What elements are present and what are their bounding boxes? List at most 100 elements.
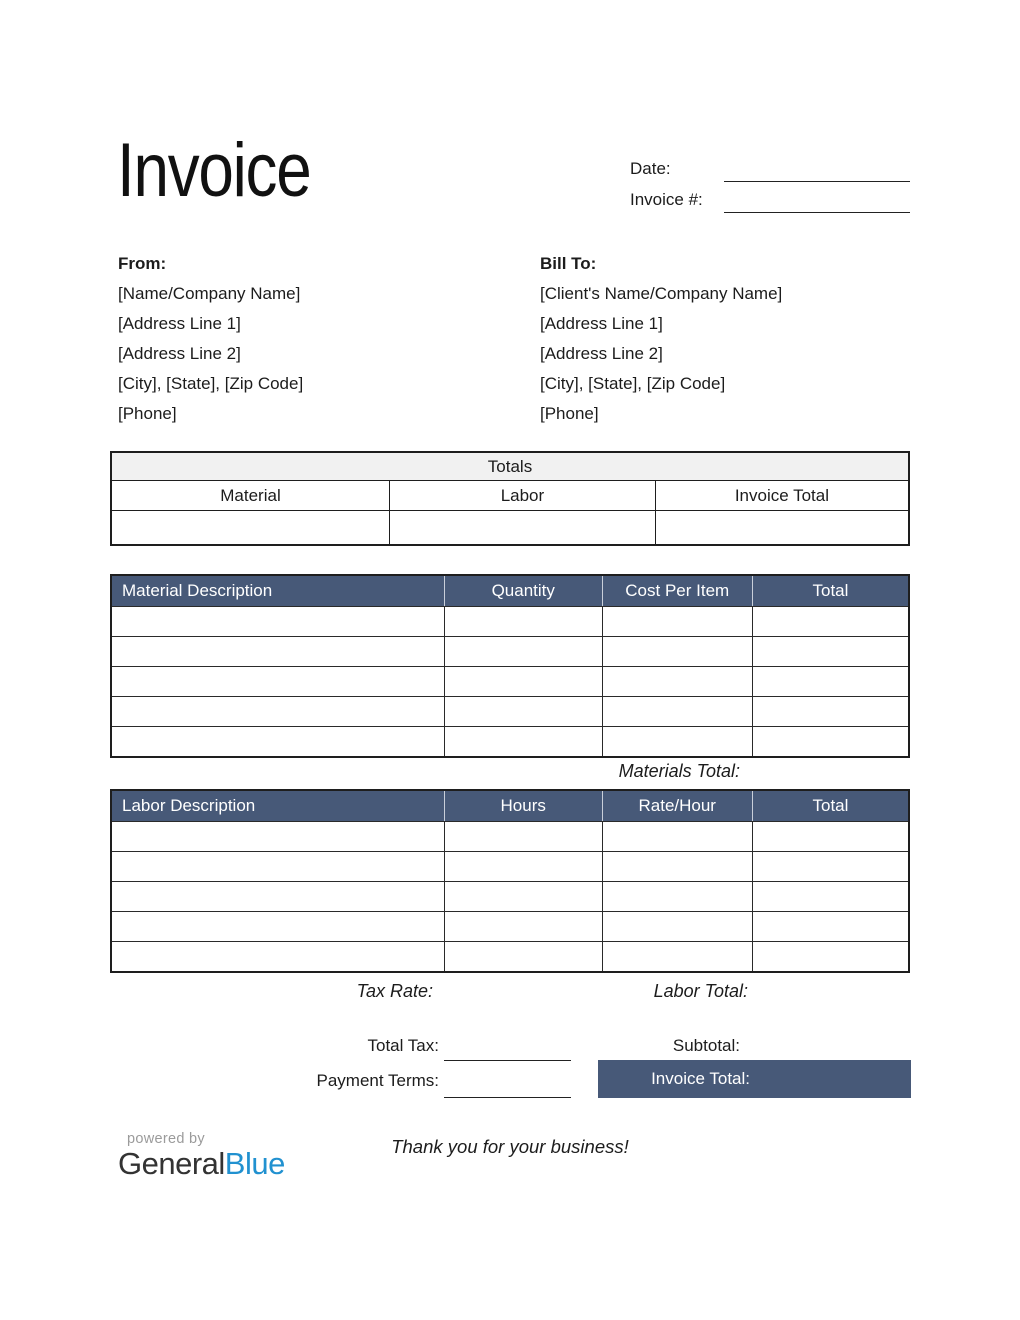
- material-table-header-row: Material Description Quantity Cost Per I…: [112, 576, 908, 606]
- material-cell-total[interactable]: [751, 607, 908, 636]
- material-cell-cost[interactable]: [601, 697, 752, 726]
- material-header-quantity: Quantity: [443, 576, 602, 606]
- material-header-total: Total: [751, 576, 908, 606]
- totals-labor-value-cell[interactable]: [389, 511, 655, 544]
- date-field-line[interactable]: [724, 181, 910, 182]
- labor-header-description: Labor Description: [122, 796, 256, 815]
- material-cell-description[interactable]: [112, 667, 444, 696]
- labor-cell-total[interactable]: [751, 852, 908, 881]
- from-address-line-1: [Address Line 1]: [118, 314, 241, 333]
- from-phone: [Phone]: [118, 404, 177, 423]
- labor-table: Labor Description Hours Rate/Hour Total: [110, 789, 910, 973]
- totals-table: Totals Material Labor Invoice Total: [110, 451, 910, 546]
- labor-cell-rate[interactable]: [601, 912, 752, 941]
- labor-row: [112, 881, 908, 911]
- material-cell-cost[interactable]: [601, 637, 752, 666]
- payment-terms-label: Payment Terms:: [316, 1071, 439, 1090]
- material-cell-description[interactable]: [112, 727, 444, 756]
- total-tax-field-line[interactable]: [444, 1060, 571, 1061]
- material-cell-total[interactable]: [751, 697, 908, 726]
- totals-table-title: Totals: [112, 453, 908, 481]
- totals-column-material: Material: [220, 485, 281, 505]
- material-cell-quantity[interactable]: [443, 637, 602, 666]
- material-cell-total[interactable]: [751, 667, 908, 696]
- from-city-state-zip: [City], [State], [Zip Code]: [118, 374, 304, 393]
- labor-cell-hours[interactable]: [443, 882, 602, 911]
- material-header-cost-per-item: Cost Per Item: [601, 576, 752, 606]
- bill-to-address-line-1: [Address Line 1]: [540, 314, 663, 333]
- subtotal-label: Subtotal:: [672, 1036, 740, 1055]
- labor-cell-hours[interactable]: [443, 912, 602, 941]
- material-cell-quantity[interactable]: [443, 727, 602, 756]
- material-cell-cost[interactable]: [601, 727, 752, 756]
- thank-you-text: Thank you for your business!: [391, 1136, 629, 1157]
- totals-table-header-row: Material Labor Invoice Total: [112, 481, 908, 511]
- material-row: [112, 696, 908, 726]
- totals-invoice-total-value-cell[interactable]: [654, 511, 908, 544]
- labor-table-header-row: Labor Description Hours Rate/Hour Total: [112, 791, 908, 821]
- labor-cell-description[interactable]: [112, 852, 444, 881]
- material-cell-quantity[interactable]: [443, 607, 602, 636]
- totals-material-value-cell[interactable]: [112, 511, 389, 544]
- labor-row: [112, 851, 908, 881]
- labor-header-total: Total: [751, 791, 908, 821]
- from-section: From: [Name/Company Name] [Address Line …: [118, 249, 303, 429]
- total-tax-label: Total Tax:: [367, 1036, 439, 1055]
- labor-row: [112, 911, 908, 941]
- material-table: Material Description Quantity Cost Per I…: [110, 574, 910, 758]
- labor-cell-hours[interactable]: [443, 852, 602, 881]
- bill-to-heading: Bill To:: [540, 254, 597, 273]
- labor-cell-description[interactable]: [112, 882, 444, 911]
- material-cell-cost[interactable]: [601, 607, 752, 636]
- material-cell-cost[interactable]: [601, 667, 752, 696]
- labor-cell-rate[interactable]: [601, 882, 752, 911]
- material-row: [112, 666, 908, 696]
- labor-cell-description[interactable]: [112, 912, 444, 941]
- labor-cell-total[interactable]: [751, 882, 908, 911]
- payment-terms-field-line[interactable]: [444, 1097, 571, 1098]
- invoice-total-bar: Invoice Total:: [598, 1060, 911, 1098]
- from-name-line: [Name/Company Name]: [118, 284, 301, 303]
- bill-to-phone: [Phone]: [540, 404, 599, 423]
- tax-rate-label: Tax Rate:: [356, 981, 433, 1001]
- totals-table-value-row: [112, 511, 908, 544]
- labor-cell-description[interactable]: [112, 942, 444, 971]
- labor-cell-total[interactable]: [751, 942, 908, 971]
- material-row: [112, 726, 908, 756]
- bill-to-address-line-2: [Address Line 2]: [540, 344, 663, 363]
- labor-cell-hours[interactable]: [443, 822, 602, 851]
- material-cell-total[interactable]: [751, 637, 908, 666]
- labor-cell-rate[interactable]: [601, 852, 752, 881]
- labor-cell-rate[interactable]: [601, 942, 752, 971]
- labor-header-hours: Hours: [443, 791, 602, 821]
- labor-total-label: Labor Total:: [653, 981, 748, 1001]
- material-cell-description[interactable]: [112, 637, 444, 666]
- labor-cell-total[interactable]: [751, 822, 908, 851]
- material-cell-quantity[interactable]: [443, 697, 602, 726]
- material-cell-quantity[interactable]: [443, 667, 602, 696]
- bill-to-city-state-zip: [City], [State], [Zip Code]: [540, 374, 726, 393]
- page-title: Invoice: [117, 128, 312, 213]
- material-header-description: Material Description: [122, 581, 273, 600]
- invoice-number-label: Invoice #:: [630, 190, 703, 209]
- material-row: [112, 606, 908, 636]
- material-row: [112, 636, 908, 666]
- totals-column-invoice-total: Invoice Total: [654, 481, 908, 510]
- labor-cell-description[interactable]: [112, 822, 444, 851]
- invoice-total-label: Invoice Total:: [651, 1069, 750, 1088]
- from-heading: From:: [118, 254, 167, 273]
- material-cell-description[interactable]: [112, 697, 444, 726]
- brand-blue-text: Blue: [224, 1146, 286, 1181]
- labor-cell-rate[interactable]: [601, 822, 752, 851]
- material-cell-total[interactable]: [751, 727, 908, 756]
- material-cell-description[interactable]: [112, 607, 444, 636]
- bill-to-section: Bill To: [Client's Name/Company Name] [A…: [540, 249, 782, 429]
- totals-column-labor: Labor: [389, 481, 655, 510]
- invoice-number-field-line[interactable]: [724, 212, 910, 213]
- general-blue-logo: GeneralBlue: [118, 1146, 285, 1182]
- labor-cell-hours[interactable]: [443, 942, 602, 971]
- labor-cell-total[interactable]: [751, 912, 908, 941]
- bill-to-name-line: [Client's Name/Company Name]: [540, 284, 783, 303]
- labor-row: [112, 821, 908, 851]
